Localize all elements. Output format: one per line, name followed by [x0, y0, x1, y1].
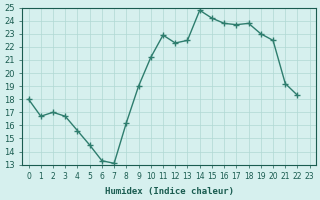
X-axis label: Humidex (Indice chaleur): Humidex (Indice chaleur)	[105, 187, 234, 196]
